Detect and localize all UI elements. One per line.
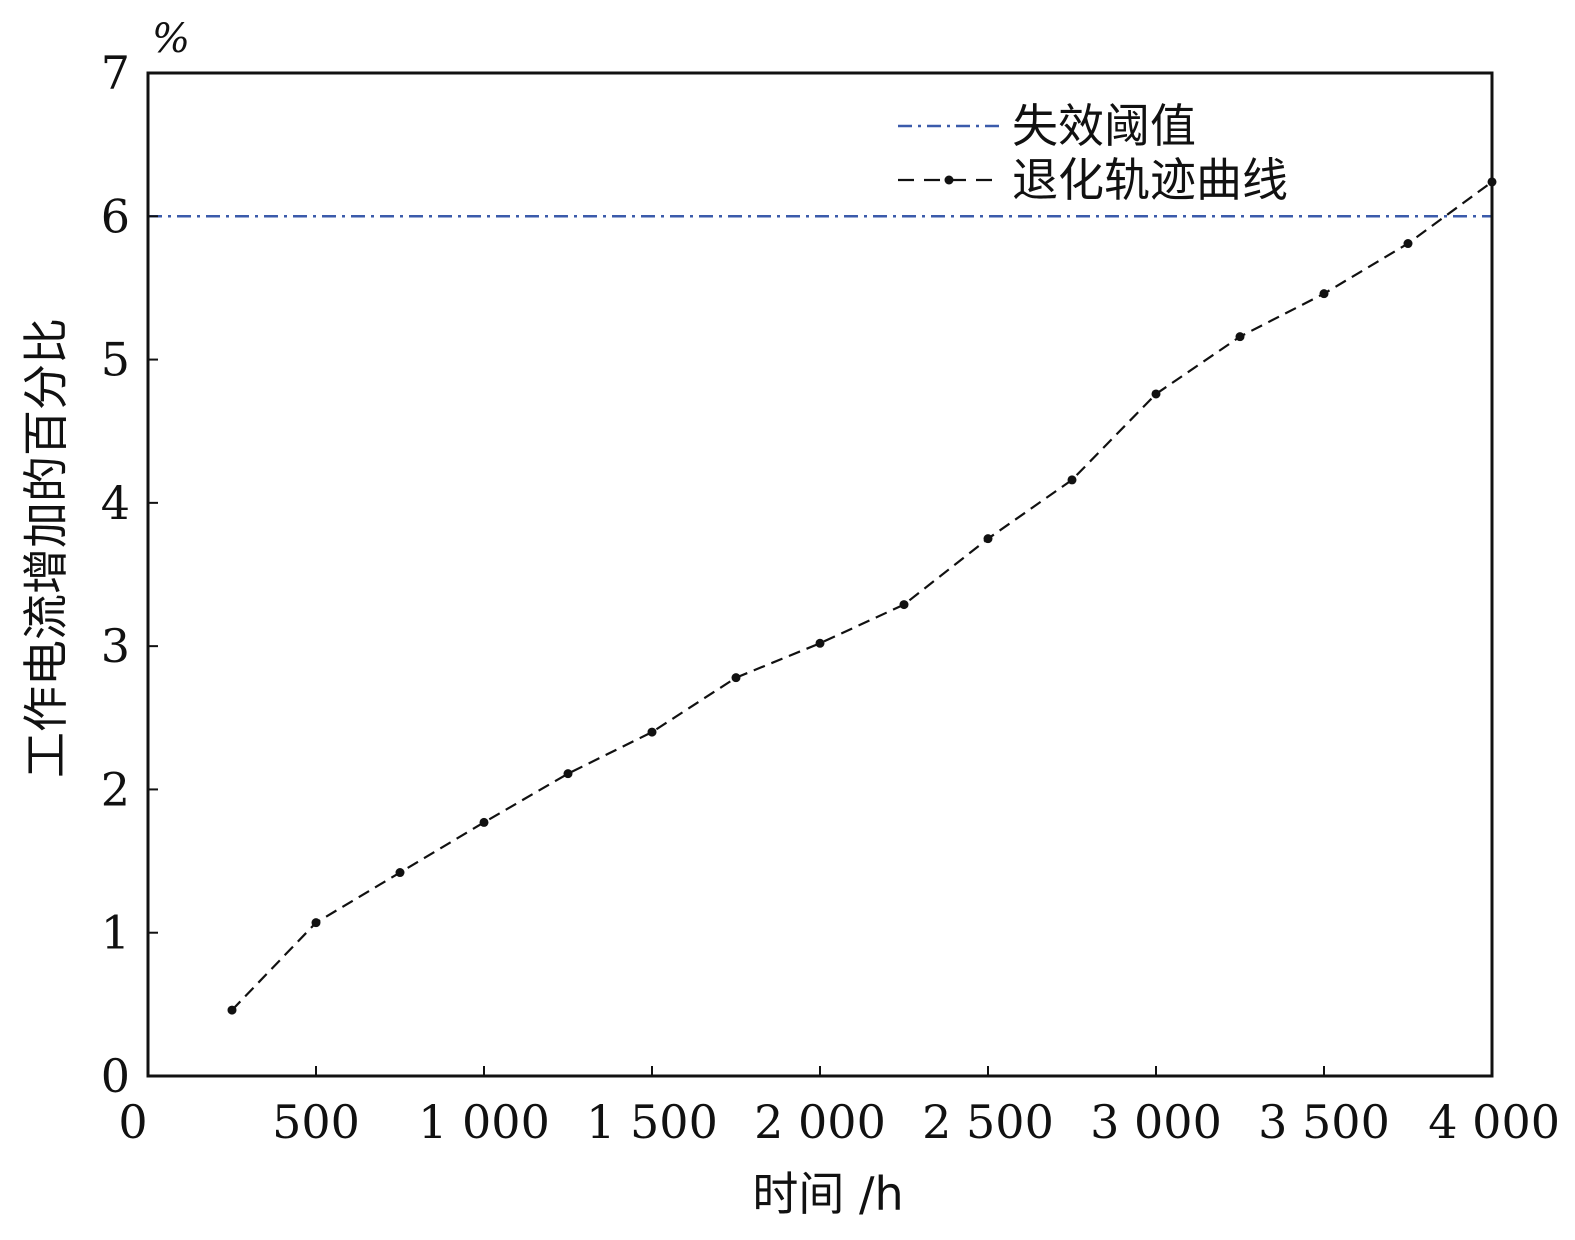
legend-series-marker — [944, 175, 954, 185]
y-axis-ticks: 0 1 2 3 4 5 6 7 — [101, 46, 158, 1103]
degradation-line — [231, 181, 1493, 1011]
axes-frame — [146, 71, 1494, 1078]
x-tick-label: 1 000 — [418, 1095, 550, 1149]
y-tick-label: 0 — [101, 1049, 130, 1103]
x-axis-title: 时间 /h — [752, 1167, 903, 1221]
y-tick-label: 4 — [101, 476, 130, 530]
data-point — [563, 769, 573, 779]
x-tick-label: 4 000 — [1428, 1095, 1560, 1149]
data-point — [227, 1005, 237, 1015]
y-axis-unit: % — [152, 16, 190, 62]
x-tick-label: 1 500 — [586, 1095, 718, 1149]
legend-threshold-label: 失效阈值 — [1012, 99, 1196, 153]
data-point — [1403, 239, 1413, 249]
series-layer — [227, 177, 1497, 1015]
x-tick-label: 3 000 — [1090, 1095, 1222, 1149]
x-axis-ticks: 0 500 1 000 1 500 2 000 2 500 3 000 3 500 4 000 — [118, 1066, 1560, 1149]
y-tick-label: 1 — [101, 906, 130, 960]
data-point — [311, 918, 321, 928]
y-tick-label: 5 — [101, 333, 130, 387]
data-point — [1235, 332, 1245, 342]
data-point — [731, 673, 741, 683]
data-point — [479, 817, 489, 827]
x-tick-label: 3 500 — [1258, 1095, 1390, 1149]
x-tick-label: 0 — [118, 1095, 147, 1149]
data-point — [815, 638, 825, 648]
legend-series-label: 退化轨迹曲线 — [1012, 153, 1288, 207]
data-point — [899, 600, 909, 610]
y-axis-title: 工作电流增加的百分比 — [19, 318, 73, 778]
x-tick-label: 500 — [272, 1095, 360, 1149]
data-point — [647, 727, 657, 737]
data-point — [1151, 389, 1161, 399]
y-tick-label: 7 — [101, 46, 130, 100]
y-tick-label: 3 — [101, 619, 130, 673]
data-point — [983, 534, 993, 544]
x-tick-label: 2 000 — [754, 1095, 886, 1149]
data-point — [395, 868, 405, 878]
data-point — [1319, 289, 1329, 299]
y-tick-label: 6 — [101, 189, 130, 243]
data-point — [1067, 475, 1077, 485]
x-tick-label: 2 500 — [922, 1095, 1054, 1149]
legend: 失效阈值 退化轨迹曲线 — [898, 99, 1288, 207]
y-tick-label: 2 — [101, 762, 130, 816]
